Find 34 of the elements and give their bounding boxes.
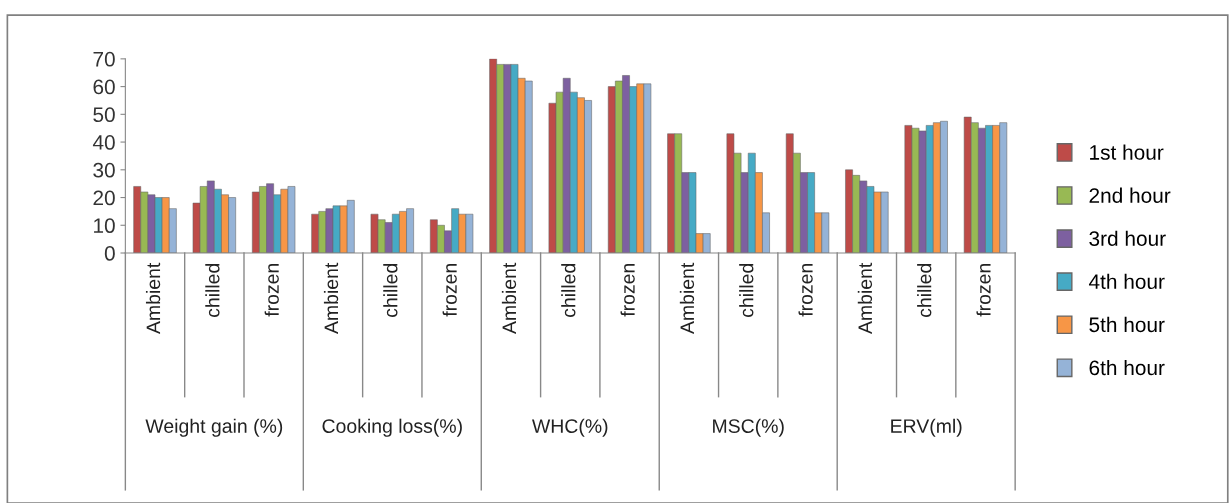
x-tick-label: Ambient bbox=[679, 262, 695, 335]
legend-label: 1st hour bbox=[1090, 144, 1164, 160]
x-tick-label: chilled bbox=[205, 263, 220, 318]
text: MSC(%) bbox=[713, 418, 784, 437]
y-tick-label: 50 bbox=[93, 107, 115, 123]
legend-label: 5th hour bbox=[1089, 316, 1165, 333]
y-tick-label: 10 bbox=[94, 218, 115, 234]
y-tick-label: 30 bbox=[93, 162, 115, 178]
y-tick-label: 60 bbox=[93, 79, 115, 95]
text: Cooking loss(%) bbox=[322, 418, 462, 437]
y-tick-label: 40 bbox=[92, 135, 115, 150]
x-tick-label: chilled bbox=[917, 263, 932, 318]
x-tick-label: Ambient bbox=[857, 262, 873, 335]
y-tick-label: 70 bbox=[93, 51, 115, 67]
x-tick-label: frozen bbox=[976, 263, 991, 317]
x-tick-label: Ambient bbox=[145, 262, 161, 335]
legend-label: 2nd hour bbox=[1089, 187, 1171, 203]
legend-label: 4th hour bbox=[1088, 273, 1165, 290]
x-tick-label: chilled bbox=[739, 263, 754, 318]
text: ERV(ml) bbox=[891, 418, 962, 437]
legend-label: 3rd hour bbox=[1089, 230, 1166, 246]
y-tick-label: 0 bbox=[104, 246, 115, 261]
y-tick-label: 20 bbox=[93, 190, 115, 206]
x-tick-label: frozen bbox=[264, 263, 279, 317]
x-tick-label: frozen bbox=[798, 263, 813, 317]
x-tick-label: Ambient bbox=[323, 262, 339, 335]
x-tick-label: chilled bbox=[383, 263, 398, 318]
x-tick-label: Ambient bbox=[501, 262, 517, 335]
x-tick-label: frozen bbox=[620, 263, 635, 317]
legend-label: 6th hour bbox=[1089, 359, 1165, 376]
text: WHC(%) bbox=[532, 418, 608, 437]
x-tick-label: frozen bbox=[442, 263, 457, 317]
text: Weight gain (%) bbox=[145, 418, 283, 437]
x-tick-label: chilled bbox=[561, 263, 576, 318]
